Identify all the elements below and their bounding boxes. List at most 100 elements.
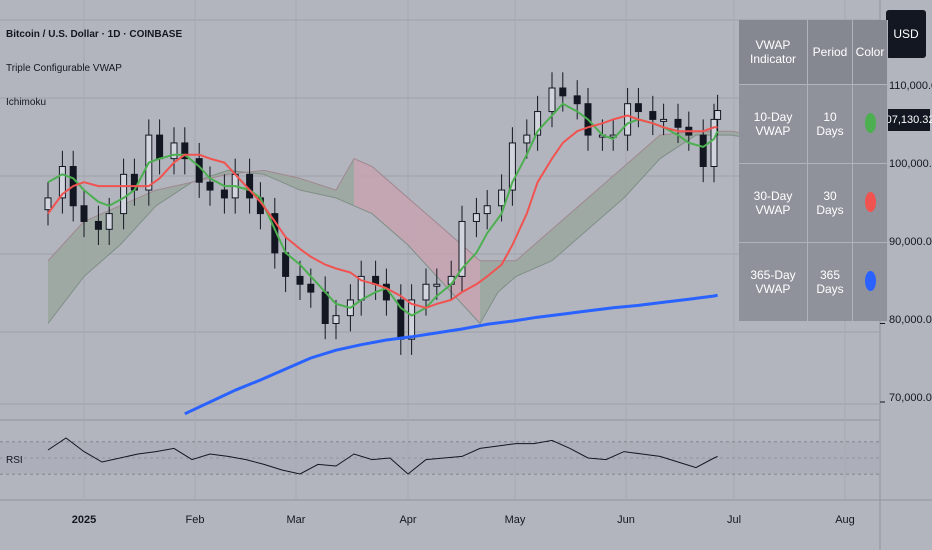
candle-body: [170, 142, 178, 160]
y-tick-label: 90,000.00: [889, 236, 932, 248]
cloud-segment: [660, 131, 696, 159]
candle-body: [105, 213, 113, 230]
vwap-table-row: 365-Day VWAP 365 Days: [739, 242, 888, 321]
x-tick-label: Jun: [617, 514, 635, 526]
candle-body: [307, 283, 315, 293]
rsi-pane: [0, 437, 880, 475]
cloud-span-a-line: [47, 134, 754, 324]
vwap-period-cell: 10 Days: [807, 84, 853, 164]
currency-button[interactable]: USD: [886, 10, 926, 58]
candle-body: [498, 189, 506, 207]
candle-body: [156, 134, 164, 160]
cloud-segment: [264, 170, 300, 191]
candle-body: [634, 103, 642, 113]
candle-body: [534, 111, 542, 136]
vwap-color-cell: [852, 84, 888, 164]
cloud-segment: [408, 197, 444, 285]
y-tick-label: 70,000.00: [889, 392, 932, 404]
vwap-table-row: 10-Day VWAP 10 Days: [739, 84, 888, 164]
green-dot-icon: [864, 112, 876, 133]
y-tick-label: 110,000.00: [889, 80, 932, 92]
blue-dot-icon: [864, 270, 876, 291]
candle-body: [458, 220, 466, 277]
indicator-vwap-label[interactable]: Triple Configurable VWAP: [6, 63, 122, 74]
candle-body: [220, 189, 228, 199]
candle-body: [559, 87, 567, 97]
candle-body: [624, 103, 632, 136]
cloud-span-b-line: [47, 130, 754, 262]
cloud-segment: [372, 166, 408, 245]
candle-body: [508, 142, 516, 191]
cloud-segment: [120, 190, 156, 245]
symbol-title[interactable]: Bitcoin / U.S. Dollar · 1D · COINBASE: [6, 29, 183, 40]
candle-body: [472, 213, 480, 222]
red-dot-icon: [864, 191, 876, 212]
candle-body: [58, 166, 66, 199]
candle-body: [674, 118, 682, 128]
candle-body: [246, 173, 254, 199]
candle-body: [296, 275, 304, 285]
vwap-period-cell: 365 Days: [807, 242, 853, 321]
candle-body: [483, 205, 491, 215]
vwap-period-cell: 30 Days: [807, 163, 853, 243]
x-tick-label: Mar: [286, 514, 306, 526]
candle-body: [408, 299, 416, 340]
vwap-name-cell: 365-Day VWAP: [739, 242, 808, 321]
cloud-segment: [480, 260, 498, 324]
cloud-segment: [48, 221, 84, 324]
cloud-segment: [354, 158, 372, 214]
candle-body: [80, 205, 88, 222]
x-tick-label: Feb: [185, 514, 205, 526]
candle-body: [699, 134, 707, 168]
candle-body: [282, 252, 290, 277]
vwap-color-cell: [852, 163, 888, 243]
candle-body: [44, 197, 52, 211]
cloud-segment: [624, 135, 660, 198]
vwap-color-cell: [852, 242, 888, 321]
cloud-segment: [336, 158, 354, 206]
candle-body: [94, 220, 102, 230]
candle-body: [660, 118, 668, 122]
candle-body: [271, 213, 279, 254]
vwap-table-header: VWAP Indicator: [739, 20, 808, 85]
candle-body: [573, 95, 581, 105]
candle-body: [714, 110, 722, 120]
vwap-table-header-row: VWAP Indicator Period Color: [739, 20, 888, 85]
price-candles: [44, 72, 722, 355]
vwap-name-cell: 10-Day VWAP: [739, 84, 808, 164]
candle-body: [649, 111, 657, 120]
candle-body: [710, 118, 718, 167]
candle-body: [523, 134, 531, 144]
y-tick-label: 100,000.00: [889, 158, 932, 170]
vwap-table-header: Color: [852, 20, 888, 85]
price-axis-background: [880, 0, 932, 550]
cloud-segment: [588, 166, 624, 230]
rsi-label[interactable]: RSI: [6, 455, 23, 466]
candle-body: [433, 283, 441, 287]
indicator-ichimoku-label[interactable]: Ichimoku: [6, 97, 47, 108]
cloud-segment: [498, 260, 516, 293]
candle-body: [422, 283, 430, 301]
candle-body: [332, 315, 340, 324]
candle-body: [206, 181, 214, 191]
candle-body: [548, 87, 556, 113]
x-tick-label: 2025: [71, 514, 97, 526]
last-price-tag: 107,130.32: [879, 109, 932, 131]
vwap-line-3: [184, 293, 718, 416]
x-tick-label: May: [504, 514, 526, 526]
x-tick-label: Aug: [835, 514, 855, 526]
cloud-segment: [552, 197, 588, 261]
candle-body: [120, 173, 128, 215]
candle-body: [181, 142, 189, 160]
vwap-table-header: Period: [807, 20, 853, 85]
rsi-line: [47, 437, 718, 475]
x-tick-label: Apr: [399, 514, 417, 526]
cloud-segment: [300, 178, 336, 198]
candle-body: [195, 158, 203, 183]
x-tick-label: Jul: [726, 514, 742, 526]
vwap-table-row: 30-Day VWAP 30 Days: [739, 163, 888, 243]
vwap-lines: [47, 102, 719, 416]
y-tick-label: 80,000.00: [889, 314, 932, 326]
